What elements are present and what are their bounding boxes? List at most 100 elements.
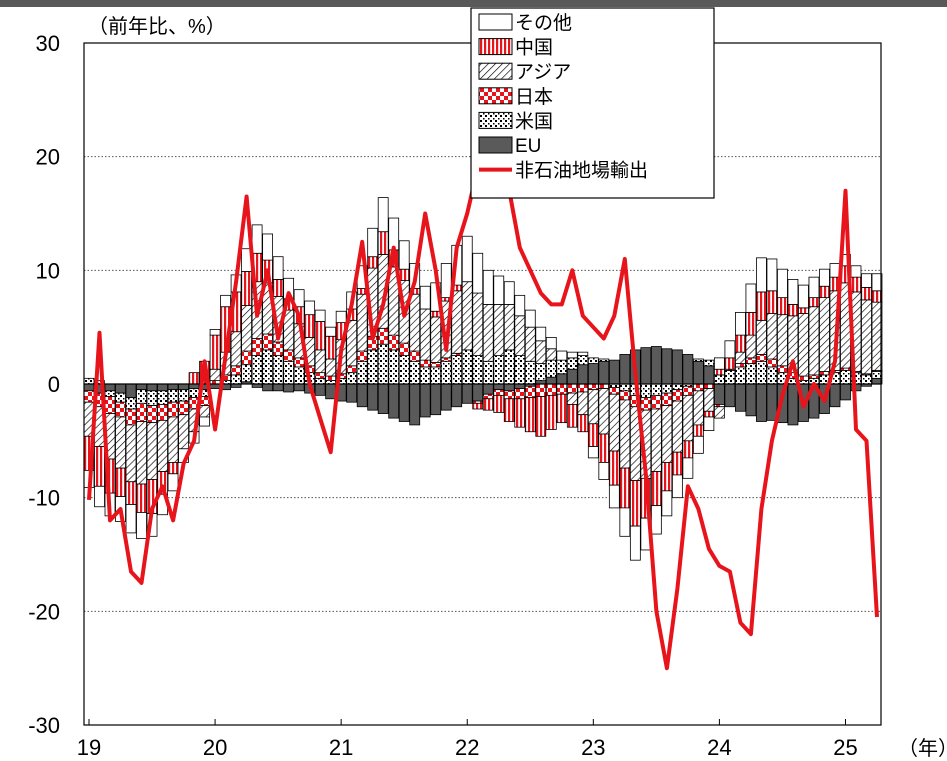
bar-segment <box>503 304 515 351</box>
bar-segment <box>819 285 830 299</box>
bar-segment <box>482 398 494 411</box>
bar-segment <box>472 355 484 385</box>
bar-segment <box>136 512 147 539</box>
bar-segment <box>461 235 473 283</box>
bar-segment <box>262 383 274 392</box>
bar-segment <box>598 433 610 463</box>
bar-segment <box>430 366 442 385</box>
bar-segment <box>714 406 725 419</box>
legend-label: アジア <box>515 62 571 83</box>
legend-label: EU <box>515 136 541 157</box>
bar-segment <box>703 365 715 385</box>
bar-segment <box>367 383 379 411</box>
bar-segment <box>556 359 568 375</box>
bar-segment <box>535 396 547 437</box>
bar-segment <box>419 308 431 361</box>
bar-segment <box>388 334 400 351</box>
bar-segment <box>409 360 421 385</box>
bar-segment <box>766 313 778 360</box>
legend-label: その他 <box>515 12 572 34</box>
legend-swatch <box>478 111 513 129</box>
bar-segment <box>461 281 473 351</box>
legend-swatch <box>478 13 513 31</box>
bar-segment <box>115 383 126 394</box>
bar-segment <box>840 369 851 385</box>
bar-segment <box>745 357 757 364</box>
bar-segment <box>661 462 673 492</box>
bar-segment <box>808 306 820 376</box>
bar-segment <box>178 389 189 402</box>
legend-label: 米国 <box>515 110 553 132</box>
bar-segment <box>587 446 599 459</box>
bar-segment <box>356 383 368 408</box>
bar-segment <box>661 490 673 517</box>
bar-segment <box>482 304 494 362</box>
bar-segment <box>745 363 757 385</box>
bar-segment <box>157 404 168 421</box>
bar-segment <box>840 383 851 401</box>
bar-segment <box>377 197 389 233</box>
bar-segment <box>661 348 673 385</box>
bar-segment <box>199 405 210 418</box>
legend-label: 中国 <box>515 37 553 59</box>
bar-segment <box>777 268 788 299</box>
bar-segment <box>398 268 410 281</box>
bar-segment <box>629 480 641 527</box>
bar-segment <box>619 467 631 509</box>
bar-segment <box>188 372 200 385</box>
bar-segment <box>167 416 179 463</box>
bar-segment <box>472 402 484 410</box>
bar-segment <box>577 383 589 393</box>
bar-segment <box>125 481 137 505</box>
bar-segment <box>482 360 494 385</box>
bar-segment <box>367 227 379 258</box>
bar-segment <box>83 383 95 392</box>
bar-segment <box>819 268 830 287</box>
bar-segment <box>808 297 820 308</box>
bar-segment <box>692 390 704 426</box>
bar-segment <box>167 473 179 492</box>
bar-segment <box>377 231 389 255</box>
bar-segment <box>566 404 578 428</box>
bar-segment <box>850 265 862 278</box>
bar-segment <box>283 383 295 393</box>
bar-segment <box>524 385 536 399</box>
bar-segment <box>798 307 809 314</box>
bar-segment <box>861 374 872 385</box>
bar-segment <box>524 326 536 362</box>
y-axis-ticks: 30 20 10 0 -10 -20 -30 <box>28 31 60 738</box>
bar-segment <box>608 450 620 486</box>
bar-segment <box>577 414 589 433</box>
bar-segment <box>115 416 126 469</box>
bar-segment <box>577 391 589 416</box>
bar-segment <box>167 401 179 418</box>
bar-segment <box>419 383 431 418</box>
bar-segment <box>756 354 767 362</box>
legend-swatch <box>478 136 513 154</box>
bar-segment <box>756 257 767 293</box>
bar-segment <box>398 240 410 270</box>
bar-segment <box>304 314 316 338</box>
bar-segment <box>861 273 872 288</box>
bar-segment <box>682 457 694 479</box>
bar-segment <box>325 358 337 377</box>
bar-segment <box>157 383 168 392</box>
bar-segment <box>83 390 95 403</box>
bar-segment <box>493 275 505 305</box>
bar-segment <box>125 504 137 534</box>
bar-segment <box>756 291 767 321</box>
bar-segment <box>146 422 158 480</box>
bar-segment <box>493 389 505 396</box>
bar-segment <box>461 383 473 404</box>
bar-segment <box>104 383 116 392</box>
bar-segment <box>577 364 589 385</box>
bar-segment <box>650 346 662 385</box>
bar-segment <box>724 383 736 408</box>
bar-segment <box>640 397 652 411</box>
bar-segment <box>545 359 557 378</box>
bar-segment <box>766 366 778 385</box>
bar-segment <box>335 310 347 324</box>
bar-segment <box>787 383 799 426</box>
